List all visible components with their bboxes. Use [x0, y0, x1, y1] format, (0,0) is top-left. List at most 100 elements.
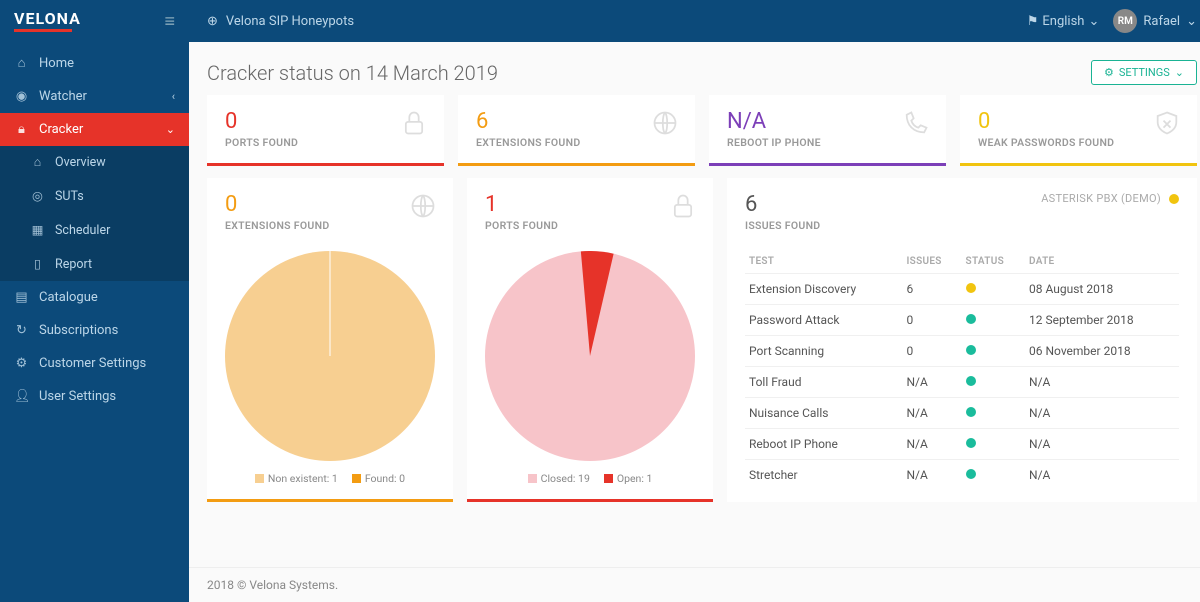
stat-card-extensions-found: 6EXTENSIONS FOUND: [458, 95, 695, 166]
refresh-icon: ↻: [14, 323, 29, 338]
user-name: Rafael: [1143, 14, 1180, 29]
target-icon: ◎: [30, 188, 45, 204]
globe-icon: [651, 109, 679, 137]
globe-icon: ⊕: [207, 14, 218, 29]
sidebar-item-label: SUTs: [55, 189, 84, 204]
cell-date: N/A: [1025, 367, 1179, 398]
pbx-label: ASTERISK PBX (DEMO): [1041, 192, 1179, 205]
cell-status: [962, 305, 1025, 336]
legend-item: Non existent: 1: [255, 472, 338, 485]
user-menu[interactable]: RM Rafael ⌄: [1113, 9, 1197, 33]
cell-status: [962, 460, 1025, 491]
sidebar-item-cracker[interactable]: 🔒︎ Cracker ⌄: [0, 113, 189, 146]
chart-legend: Non existent: 1 Found: 0: [225, 472, 435, 485]
sidebar-item-label: User Settings: [39, 389, 116, 404]
globe-icon: [409, 192, 437, 220]
chevron-left-icon: ‹: [172, 90, 175, 103]
language-selector[interactable]: ⚑ English ⌄: [1027, 14, 1100, 29]
legend-item: Closed: 19: [528, 472, 590, 485]
stat-label: WEAK PASSWORDS FOUND: [978, 136, 1179, 149]
lock-icon: 🔒︎: [14, 122, 29, 137]
stat-value: 0: [225, 109, 426, 134]
stat-value: 0: [225, 192, 435, 217]
stat-label: EXTENSIONS FOUND: [225, 219, 435, 232]
document-icon: ▯: [30, 256, 45, 272]
cell-issues: 6: [903, 274, 962, 305]
sidebar-item-subscriptions[interactable]: ↻ Subscriptions: [0, 314, 189, 347]
shieldx-icon: [1153, 109, 1181, 137]
cell-test: Stretcher: [745, 460, 903, 491]
sidebar-item-home[interactable]: ⌂ Home: [0, 46, 189, 80]
stat-label: PORTS FOUND: [485, 219, 695, 232]
calendar-icon: ▦: [30, 222, 45, 238]
cell-date: 08 August 2018: [1025, 274, 1179, 305]
stat-card-reboot-ip: N/AREBOOT IP PHONE: [709, 95, 946, 166]
site-name: Velona SIP Honeypots: [226, 14, 354, 29]
stat-value: N/A: [727, 109, 928, 134]
cell-issues: 0: [903, 336, 962, 367]
cell-issues: N/A: [903, 429, 962, 460]
cell-status: [962, 367, 1025, 398]
sidebar-item-label: Cracker: [39, 122, 83, 137]
table-row: Extension Discovery608 August 2018: [745, 274, 1179, 305]
cell-date: N/A: [1025, 429, 1179, 460]
cell-status: [962, 429, 1025, 460]
sidebar-item-label: Report: [55, 257, 92, 272]
menu-toggle-icon[interactable]: ≡: [164, 11, 175, 32]
cell-test: Nuisance Calls: [745, 398, 903, 429]
legend-item: Open: 1: [604, 472, 653, 485]
cell-date: 06 November 2018: [1025, 336, 1179, 367]
cell-test: Toll Fraud: [745, 367, 903, 398]
footer-text: 2018 © Velona Systems.: [189, 567, 1200, 602]
table-row: StretcherN/AN/A: [745, 460, 1179, 491]
phone-icon: [902, 109, 930, 137]
col-header: STATUS: [962, 250, 1025, 274]
sidebar-subitem-overview[interactable]: ⌂ Overview: [0, 146, 189, 179]
stat-card-weak-pw: 0WEAK PASSWORDS FOUND: [960, 95, 1197, 166]
stat-value: 6: [745, 192, 820, 217]
cell-status: [962, 336, 1025, 367]
chevron-down-icon: ⌄: [1088, 14, 1099, 29]
cell-status: [962, 274, 1025, 305]
chart-legend: Closed: 19 Open: 1: [485, 472, 695, 485]
home-icon: ⌂: [30, 155, 45, 170]
legend-item: Found: 0: [352, 472, 405, 485]
stat-value: 6: [476, 109, 677, 134]
status-dot: [1169, 194, 1179, 204]
stat-label: ISSUES FOUND: [745, 219, 820, 232]
gear-icon: ⚙: [14, 356, 29, 371]
lock-icon: [669, 192, 697, 220]
sidebar-item-customer-settings[interactable]: ⚙ Customer Settings: [0, 347, 189, 380]
sidebar-item-label: Home: [39, 56, 74, 71]
cell-issues: N/A: [903, 367, 962, 398]
chevron-down-icon: ⌄: [1186, 14, 1197, 29]
table-row: Nuisance CallsN/AN/A: [745, 398, 1179, 429]
sidebar-item-catalogue[interactable]: ▤ Catalogue: [0, 281, 189, 314]
cell-test: Reboot IP Phone: [745, 429, 903, 460]
sidebar-item-watcher[interactable]: ◉ Watcher ‹: [0, 80, 189, 113]
pie-chart: [485, 232, 695, 472]
flag-icon: ⚑: [1027, 14, 1039, 29]
eye-icon: ◉: [14, 89, 29, 104]
sidebar-item-label: Customer Settings: [39, 356, 146, 371]
sidebar-item-label: Subscriptions: [39, 323, 118, 338]
stat-value: 1: [485, 192, 695, 217]
sidebar-item-user-settings[interactable]: 👤︎ User Settings: [0, 380, 189, 413]
sidebar-item-label: Catalogue: [39, 290, 98, 305]
cell-date: N/A: [1025, 398, 1179, 429]
sidebar-subitem-scheduler[interactable]: ▦ Scheduler: [0, 213, 189, 247]
cell-status: [962, 398, 1025, 429]
col-header: DATE: [1025, 250, 1179, 274]
cell-issues: N/A: [903, 398, 962, 429]
gear-icon: ⚙: [1104, 66, 1114, 79]
language-label: English: [1042, 14, 1084, 29]
settings-button[interactable]: ⚙ SETTINGS ⌄: [1091, 60, 1197, 85]
table-row: Password Attack012 September 2018: [745, 305, 1179, 336]
sidebar-subitem-suts[interactable]: ◎ SUTs: [0, 179, 189, 213]
cell-date: 12 September 2018: [1025, 305, 1179, 336]
stat-label: PORTS FOUND: [225, 136, 426, 149]
user-icon: 👤︎: [14, 389, 29, 404]
card-issues: 6ISSUES FOUNDASTERISK PBX (DEMO) TESTISS…: [727, 178, 1197, 502]
sidebar-subitem-report[interactable]: ▯ Report: [0, 247, 189, 281]
table-row: Reboot IP PhoneN/AN/A: [745, 429, 1179, 460]
